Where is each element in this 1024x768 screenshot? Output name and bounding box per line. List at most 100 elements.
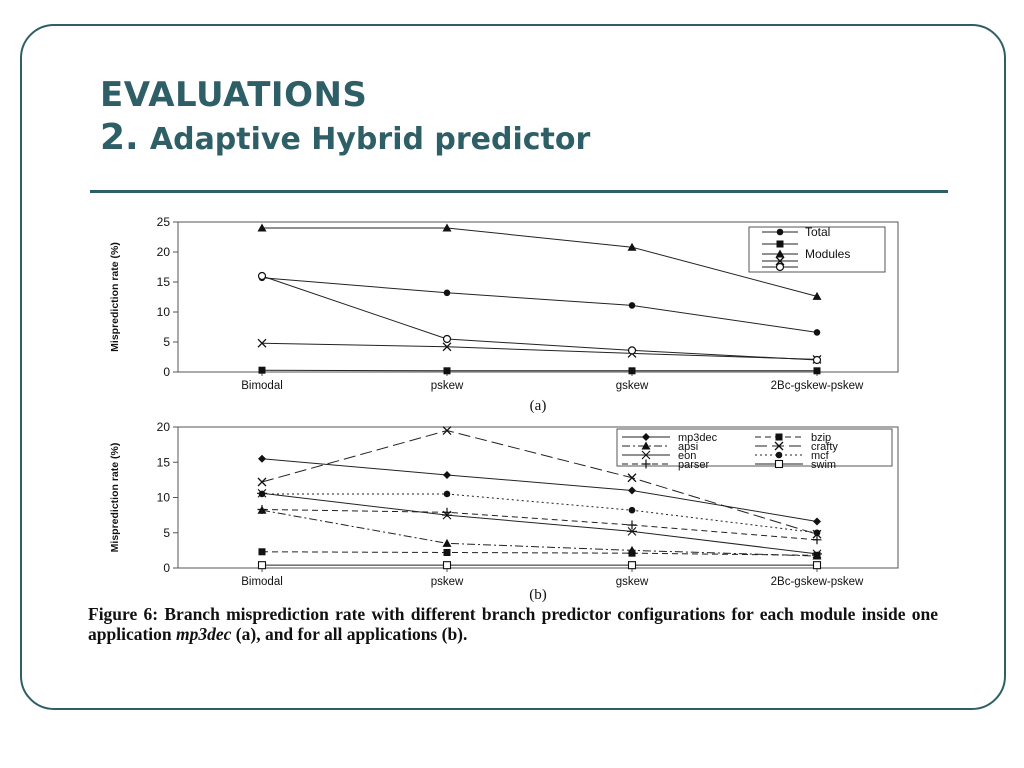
data-point (442, 342, 452, 352)
series-module-4 (257, 271, 822, 365)
data-point (442, 334, 452, 344)
series-line (261, 551, 818, 556)
slide-frame (20, 24, 1006, 710)
series-line (261, 492, 818, 555)
data-point (257, 504, 267, 514)
data-point (442, 426, 452, 435)
y-tick-label: 5 (163, 526, 170, 540)
data-point (813, 329, 821, 336)
legend-label: crafty (811, 441, 838, 453)
data-point (257, 271, 267, 281)
y-tick-label: 20 (157, 245, 171, 259)
legend-marker (642, 433, 650, 441)
data-point (812, 291, 822, 300)
data-point (628, 486, 636, 495)
data-point (443, 289, 451, 297)
data-point (627, 526, 637, 536)
legend-box (616, 428, 893, 467)
series-apsi (257, 505, 822, 560)
data-point (442, 223, 452, 232)
data-point (813, 367, 821, 375)
chart-subtitle: (a) (530, 398, 547, 414)
data-point (627, 545, 637, 554)
data-point (813, 529, 821, 537)
data-point (257, 338, 267, 348)
caption-part-2: (a), and for all applications (b). (235, 624, 468, 644)
data-point (443, 548, 451, 556)
legend-label: Modules (805, 247, 850, 261)
series-bzip (258, 548, 821, 559)
y-tick-label: 10 (157, 305, 171, 319)
legend-label: Total (805, 225, 830, 239)
y-tick-label: 5 (163, 335, 170, 349)
data-point (258, 366, 266, 374)
data-point (813, 517, 821, 526)
legend-marker (775, 249, 785, 258)
x-tick-label: 2Bc-gskew-pskew (771, 380, 864, 392)
x-tick-label: gskew (616, 380, 649, 392)
y-tick-label: 10 (157, 491, 171, 505)
data-point (257, 561, 267, 570)
y-tick-label: 20 (157, 420, 171, 434)
data-point (258, 490, 266, 498)
series-line (262, 227, 818, 297)
series-line (262, 493, 818, 534)
legend-label: bzip (811, 432, 831, 444)
title-number: 2. (100, 117, 139, 158)
legend-marker (774, 459, 784, 469)
data-point (442, 507, 452, 517)
legend-label: eon (678, 450, 696, 462)
legend-marker (641, 450, 651, 460)
legend-label: mp3dec (678, 432, 718, 444)
legend-label: parser (678, 459, 710, 471)
series-eon (257, 488, 822, 559)
caption-part-1: Figure 6: Branch misprediction rate with… (88, 604, 938, 644)
series-line (261, 342, 818, 360)
data-point (628, 367, 636, 375)
y-axis-label: Misprediction rate (%) (109, 443, 121, 553)
title-line-2: 2. Adaptive Hybrid predictor (100, 120, 590, 156)
series-line (261, 458, 818, 522)
data-point (812, 561, 822, 570)
y-tick-label: 25 (157, 215, 171, 229)
legend-marker (775, 433, 783, 441)
series-Total (258, 274, 821, 336)
data-point (443, 367, 451, 375)
data-point (812, 355, 822, 365)
chart-a: (a) (173, 221, 899, 414)
data-point (627, 561, 637, 570)
y-tick-label: 0 (163, 561, 170, 575)
legend-marker (775, 451, 783, 459)
legend-box (748, 226, 886, 273)
data-point (258, 454, 266, 463)
x-tick-label: Bimodal (241, 576, 283, 588)
legend-marker (776, 228, 784, 236)
data-point (442, 561, 452, 570)
legend-a (748, 226, 886, 273)
data-point (627, 473, 637, 483)
figure-caption: Figure 6: Branch misprediction rate with… (88, 604, 938, 644)
data-point (258, 548, 266, 556)
legend-b (616, 428, 893, 469)
y-tick-label: 15 (157, 455, 171, 469)
series-mcf (258, 490, 821, 537)
data-point (443, 470, 451, 479)
title-text: Adaptive Hybrid predictor (149, 122, 591, 157)
data-point (628, 302, 636, 309)
title-rule (90, 190, 948, 193)
x-tick-label: pskew (431, 380, 464, 392)
series-module-2 (257, 223, 822, 300)
series-line (261, 509, 818, 557)
data-point (443, 490, 451, 498)
y-tick-label: 0 (163, 365, 170, 379)
data-point (812, 535, 822, 545)
series-line (261, 275, 818, 361)
data-point (627, 242, 637, 251)
data-point (442, 538, 452, 547)
legend-marker (774, 441, 784, 451)
legend-marker (641, 441, 651, 450)
plot-area (177, 221, 899, 373)
series-module-3 (257, 338, 822, 364)
caption-italic: mp3dec (176, 624, 232, 644)
